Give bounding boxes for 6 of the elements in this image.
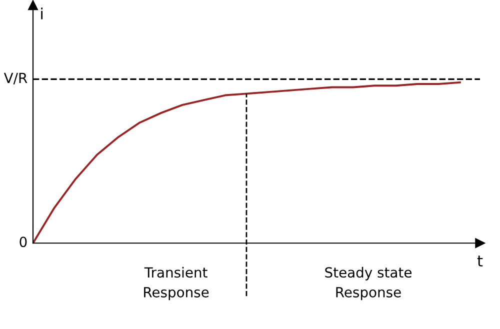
text: Steady state Response: [325, 266, 412, 300]
text: Transient Response: [144, 266, 209, 300]
x-axis-title: t: [477, 256, 483, 266]
ref-line-label: V/R: [4, 72, 28, 84]
y-axis-title: i: [41, 8, 43, 20]
text: 0: [20, 236, 27, 248]
